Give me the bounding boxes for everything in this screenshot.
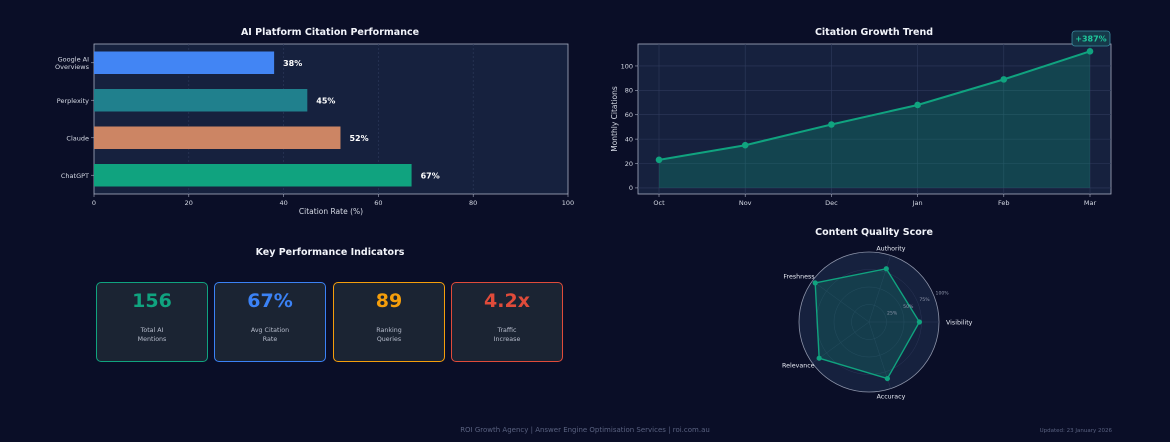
radar-polygon: [814, 267, 921, 380]
line-x-tick-label: Feb: [998, 199, 1010, 207]
bar-value-label: 52%: [349, 134, 368, 143]
radar-ring-label: 25%: [887, 311, 898, 317]
radar-spoke: [812, 280, 870, 323]
radar-point: [884, 375, 890, 382]
bar-x-tick-label: 60: [374, 199, 382, 207]
line-point: [655, 156, 663, 164]
kpi-label-line: Rate: [262, 335, 278, 343]
line-point: [741, 141, 749, 149]
bar-category-label: ChatGPT: [61, 172, 89, 180]
line-y-axis-label: Monthly Citations: [610, 86, 619, 152]
radar-ring-label: 75%: [919, 297, 930, 303]
line-y-tick-label: 40: [625, 135, 633, 143]
line-x-tick-label: Oct: [653, 199, 665, 207]
kpi-label-line: Traffic: [497, 327, 517, 334]
kpi-value: 89: [375, 290, 403, 312]
radar-axis-label: Authority: [876, 245, 905, 252]
line-point: [914, 101, 921, 109]
footer-text: ROI Growth Agency | Answer Engine Optimi…: [460, 426, 710, 434]
radar-axis-label: Freshness: [783, 273, 814, 280]
bar-category-label: Claude: [66, 134, 89, 142]
kpi-section-title: Key Performance Indicators: [255, 247, 405, 258]
radar-ring-label: 100%: [936, 290, 950, 296]
kpi-label-line: Increase: [493, 335, 521, 343]
line-y-tick-label: 100: [621, 62, 633, 70]
radar-spoke: [812, 321, 870, 364]
radar-axis-label: Visibility: [946, 319, 973, 326]
growth-annotation: +387%: [1071, 30, 1111, 47]
line-x-tick-label: Jan: [912, 199, 923, 207]
bar-google-ai-overviews: [94, 51, 275, 74]
line-y-tick-label: 0: [629, 184, 633, 192]
kpi-card: 89 Ranking Queries: [333, 282, 445, 362]
bar-x-tick-label: 40: [279, 199, 287, 207]
updated-date: Updated: 23 January 2026: [1039, 428, 1112, 434]
kpi-card: 156 Total AI Mentions: [96, 282, 208, 362]
kpi-card: 67% Avg Citation Rate: [214, 282, 326, 362]
kpi-label-line: Mentions: [137, 335, 167, 343]
bar-perplexity: [94, 89, 308, 112]
radar-point: [916, 319, 923, 325]
bar-category-label: Google AI: [58, 56, 89, 64]
kpi-label-line: Queries: [376, 335, 402, 343]
kpi-label: Avg Citation Rate: [215, 327, 325, 344]
growth-annotation-text: +387%: [1075, 35, 1106, 44]
bar-x-tick-label: 80: [469, 199, 477, 207]
bar-value-label: 45%: [316, 96, 335, 105]
kpi-label: Ranking Queries: [334, 327, 444, 344]
kpi-label-line: Total AI: [140, 327, 164, 334]
bar-x-axis-label: Citation Rate (%): [299, 207, 363, 216]
line-point: [1000, 76, 1008, 83]
bar-category-label: Perplexity: [57, 97, 89, 105]
line-point: [828, 121, 835, 128]
bar-x-tick-label: 0: [92, 199, 96, 207]
kpi-label-line: Ranking: [376, 327, 402, 334]
bar-x-tick-label: 100: [562, 199, 574, 207]
radar-axis-label: Relevance: [782, 363, 815, 370]
bar-category-label: Overviews: [55, 63, 90, 71]
line-x-tick-label: Nov: [739, 199, 752, 207]
bar-value-label: 38%: [283, 59, 302, 68]
kpi-label-line: Avg Citation: [250, 327, 290, 334]
bar-value-label: 67%: [421, 171, 440, 180]
line-series: [658, 50, 1091, 161]
kpi-card: 4.2x Traffic Increase: [451, 282, 563, 362]
kpi-value: 4.2x: [484, 290, 530, 312]
radar-point: [883, 266, 889, 272]
bar-chart-title: AI Platform Citation Performance: [241, 27, 419, 38]
kpi-label: Traffic Increase: [452, 327, 562, 344]
line-x-tick-label: Dec: [825, 199, 838, 207]
radar-axis-label: Accuracy: [877, 394, 906, 401]
line-area-fill: [659, 51, 1090, 188]
bar-claude: [94, 126, 341, 149]
line-y-tick-label: 60: [625, 111, 633, 119]
growth-annotation-box: [1071, 30, 1111, 47]
radar-chart-title: Content Quality Score: [815, 227, 933, 238]
line-x-tick-label: Mar: [1084, 199, 1097, 207]
line-y-tick-label: 80: [625, 87, 633, 95]
line-point: [1086, 48, 1094, 55]
radar-point: [812, 280, 818, 286]
radar-point: [816, 355, 822, 361]
bar-chatgpt: [94, 164, 412, 187]
line-plot-area: [637, 43, 1112, 195]
kpi-value: 67%: [247, 290, 293, 312]
bar-x-tick-label: 20: [185, 199, 193, 207]
line-chart-title: Citation Growth Trend: [815, 27, 933, 38]
kpi-value: 156: [132, 290, 172, 312]
radar-ring-label: 50%: [903, 304, 914, 310]
line-y-tick-label: 20: [625, 160, 633, 168]
kpi-label: Total AI Mentions: [97, 327, 207, 344]
